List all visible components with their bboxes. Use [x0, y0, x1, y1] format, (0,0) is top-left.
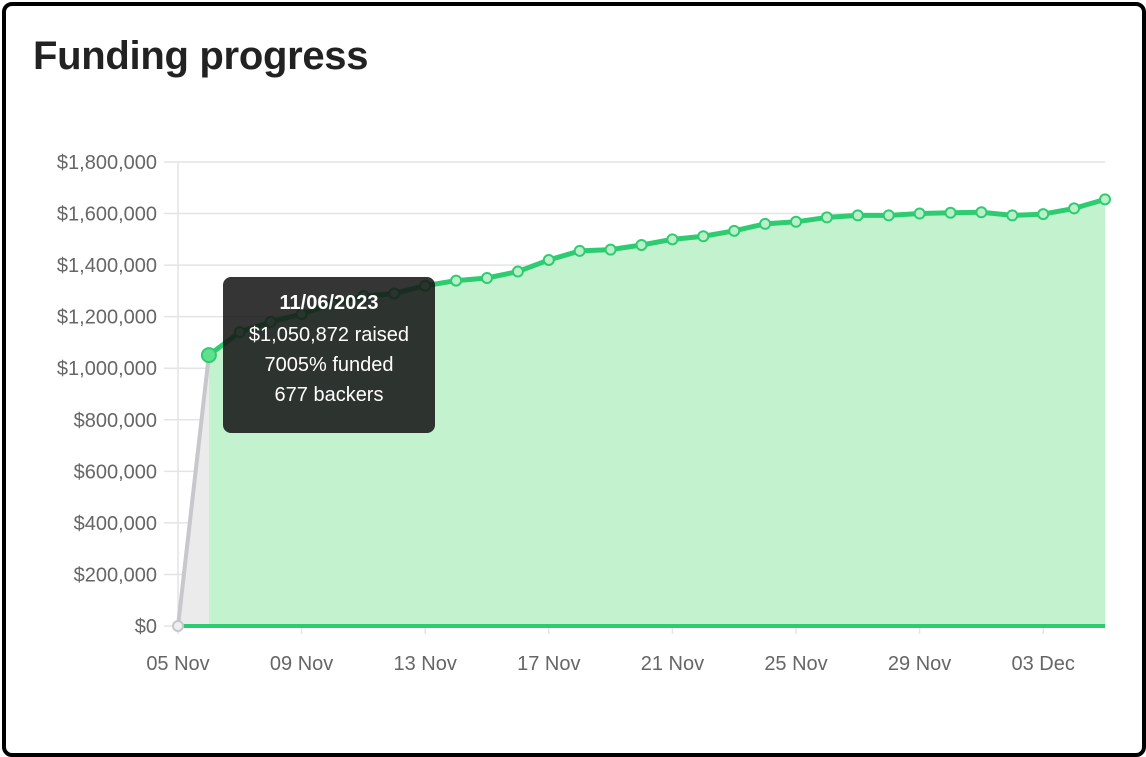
data-tooltip: 11/06/2023 $1,050,872 raised 7005% funde…: [223, 277, 435, 433]
data-point[interactable]: [913, 207, 926, 220]
data-point[interactable]: [790, 215, 802, 228]
y-tick-label: $600,000: [74, 461, 157, 483]
data-point[interactable]: [975, 206, 988, 219]
x-tick-label: 13 Nov: [394, 653, 457, 675]
tooltip-funded: 7005% funded: [264, 354, 394, 376]
data-point[interactable]: [1006, 209, 1019, 222]
data-point[interactable]: [542, 253, 555, 266]
data-point[interactable]: [1037, 208, 1050, 221]
data-point[interactable]: [573, 244, 586, 257]
x-tick-label: 25 Nov: [764, 653, 827, 675]
data-point[interactable]: [666, 233, 679, 246]
tooltip-raised: $1,050,872 raised: [248, 324, 410, 346]
data-point[interactable]: [944, 206, 957, 219]
x-tick-label: 17 Nov: [517, 653, 580, 675]
data-point[interactable]: [882, 209, 895, 222]
y-tick-label: $800,000: [74, 410, 157, 432]
data-point[interactable]: [697, 230, 710, 243]
data-point[interactable]: [604, 243, 617, 256]
prelaunch-line: [176, 354, 211, 627]
y-tick-label: $1,000,000: [57, 358, 157, 380]
y-tick-label: $1,800,000: [57, 152, 157, 174]
x-tick-label: 09 Nov: [270, 653, 333, 675]
data-point[interactable]: [820, 211, 833, 224]
data-point[interactable]: [728, 224, 741, 237]
data-point[interactable]: [1099, 193, 1111, 206]
data-point[interactable]: [481, 272, 493, 284]
y-tick-label: $400,000: [74, 513, 157, 535]
y-axis-ticks: $0 $200,000 $400,000 $600,000 $800,000 $1,000…: [57, 152, 157, 638]
tooltip-backers: 677 backers: [274, 384, 384, 406]
data-point[interactable]: [759, 217, 772, 230]
data-point[interactable]: [1068, 202, 1081, 215]
highlighted-data-point[interactable]: [200, 347, 217, 364]
y-tick-label: $0: [135, 616, 157, 638]
data-point[interactable]: [851, 209, 864, 222]
x-tick-label: 29 Nov: [888, 653, 951, 675]
page-title: Funding progress: [33, 34, 369, 78]
data-point[interactable]: [450, 274, 463, 287]
x-tick-label: 05 Nov: [146, 653, 209, 675]
tooltip-date: 11/06/2023: [279, 292, 379, 314]
data-point[interactable]: [635, 239, 648, 252]
x-tick-label: 21 Nov: [641, 653, 704, 675]
y-tick-label: $1,600,000: [57, 204, 157, 226]
x-tick-label: 03 Dec: [1012, 653, 1075, 675]
x-axis-ticks: 05 Nov 09 Nov 13 Nov 17 Nov 21 Nov 25 Nov 29 N…: [146, 653, 1075, 675]
data-point[interactable]: [172, 620, 184, 632]
y-tick-label: $1,200,000: [57, 307, 157, 329]
y-tick-label: $200,000: [74, 564, 157, 586]
data-point[interactable]: [511, 265, 524, 278]
y-tick-label: $1,400,000: [57, 255, 157, 277]
